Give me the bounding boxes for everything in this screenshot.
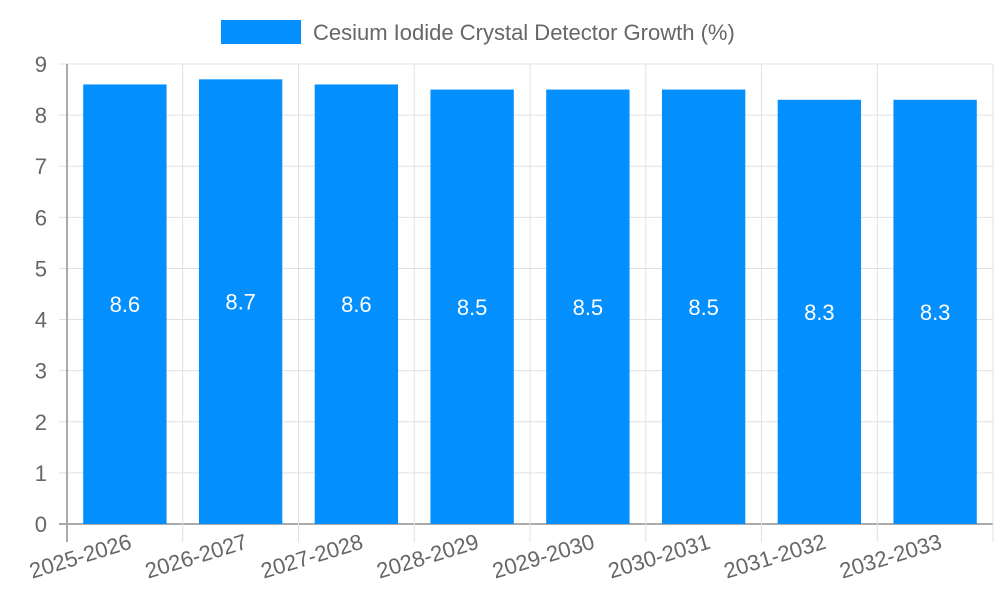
y-tick-label: 4 (35, 308, 47, 333)
bar[interactable] (893, 99, 977, 525)
x-tick-label: 2028-2029 (374, 529, 482, 584)
bar-value-label: 8.6 (110, 292, 141, 317)
bar[interactable] (198, 79, 283, 524)
y-tick-label: 5 (35, 256, 47, 281)
y-tick-label: 8 (35, 103, 47, 128)
legend-label: Cesium Iodide Crystal Detector Growth (%… (313, 20, 735, 45)
bar[interactable] (661, 89, 746, 525)
y-tick-label: 0 (35, 512, 47, 537)
bar-value-label: 8.5 (457, 295, 488, 320)
x-tick-label: 2025-2026 (26, 529, 134, 584)
x-tick-label: 2027-2028 (258, 529, 366, 584)
bar[interactable] (777, 99, 862, 525)
x-axis: 2025-2026 2026-2027 2027-2028 2028-2029 2029… (26, 529, 944, 584)
bar-value-label: 8.5 (573, 295, 604, 320)
bar-value-label: 8.7 (225, 290, 256, 315)
bar[interactable] (430, 89, 514, 525)
bar[interactable] (546, 89, 630, 525)
bar-value-label: 8.6 (341, 292, 372, 317)
bars: 8.6 8.7 8.6 8.5 8.5 8.5 8.3 8.3 (83, 79, 977, 525)
bar[interactable] (83, 84, 167, 524)
x-tick-label: 2026-2027 (142, 529, 250, 584)
y-tick-label: 1 (35, 461, 47, 486)
legend[interactable]: Cesium Iodide Crystal Detector Growth (%… (221, 20, 735, 45)
bar-value-label: 8.5 (688, 295, 719, 320)
y-tick-label: 3 (35, 359, 47, 384)
bar-value-label: 8.3 (920, 300, 951, 325)
x-tick-label: 2032-2033 (837, 529, 945, 584)
x-tick-label: 2030-2031 (605, 529, 713, 584)
y-axis: 0 1 2 3 4 5 6 7 8 9 (35, 52, 47, 537)
bar[interactable] (314, 84, 399, 524)
x-tick-label: 2029-2030 (489, 529, 597, 584)
bar-value-label: 8.3 (804, 300, 835, 325)
y-tick-label: 2 (35, 410, 47, 435)
legend-swatch (221, 20, 301, 44)
y-tick-label: 7 (35, 154, 47, 179)
y-tick-label: 6 (35, 205, 47, 230)
y-tick-label: 9 (35, 52, 47, 77)
x-tick-label: 2031-2032 (721, 529, 829, 584)
